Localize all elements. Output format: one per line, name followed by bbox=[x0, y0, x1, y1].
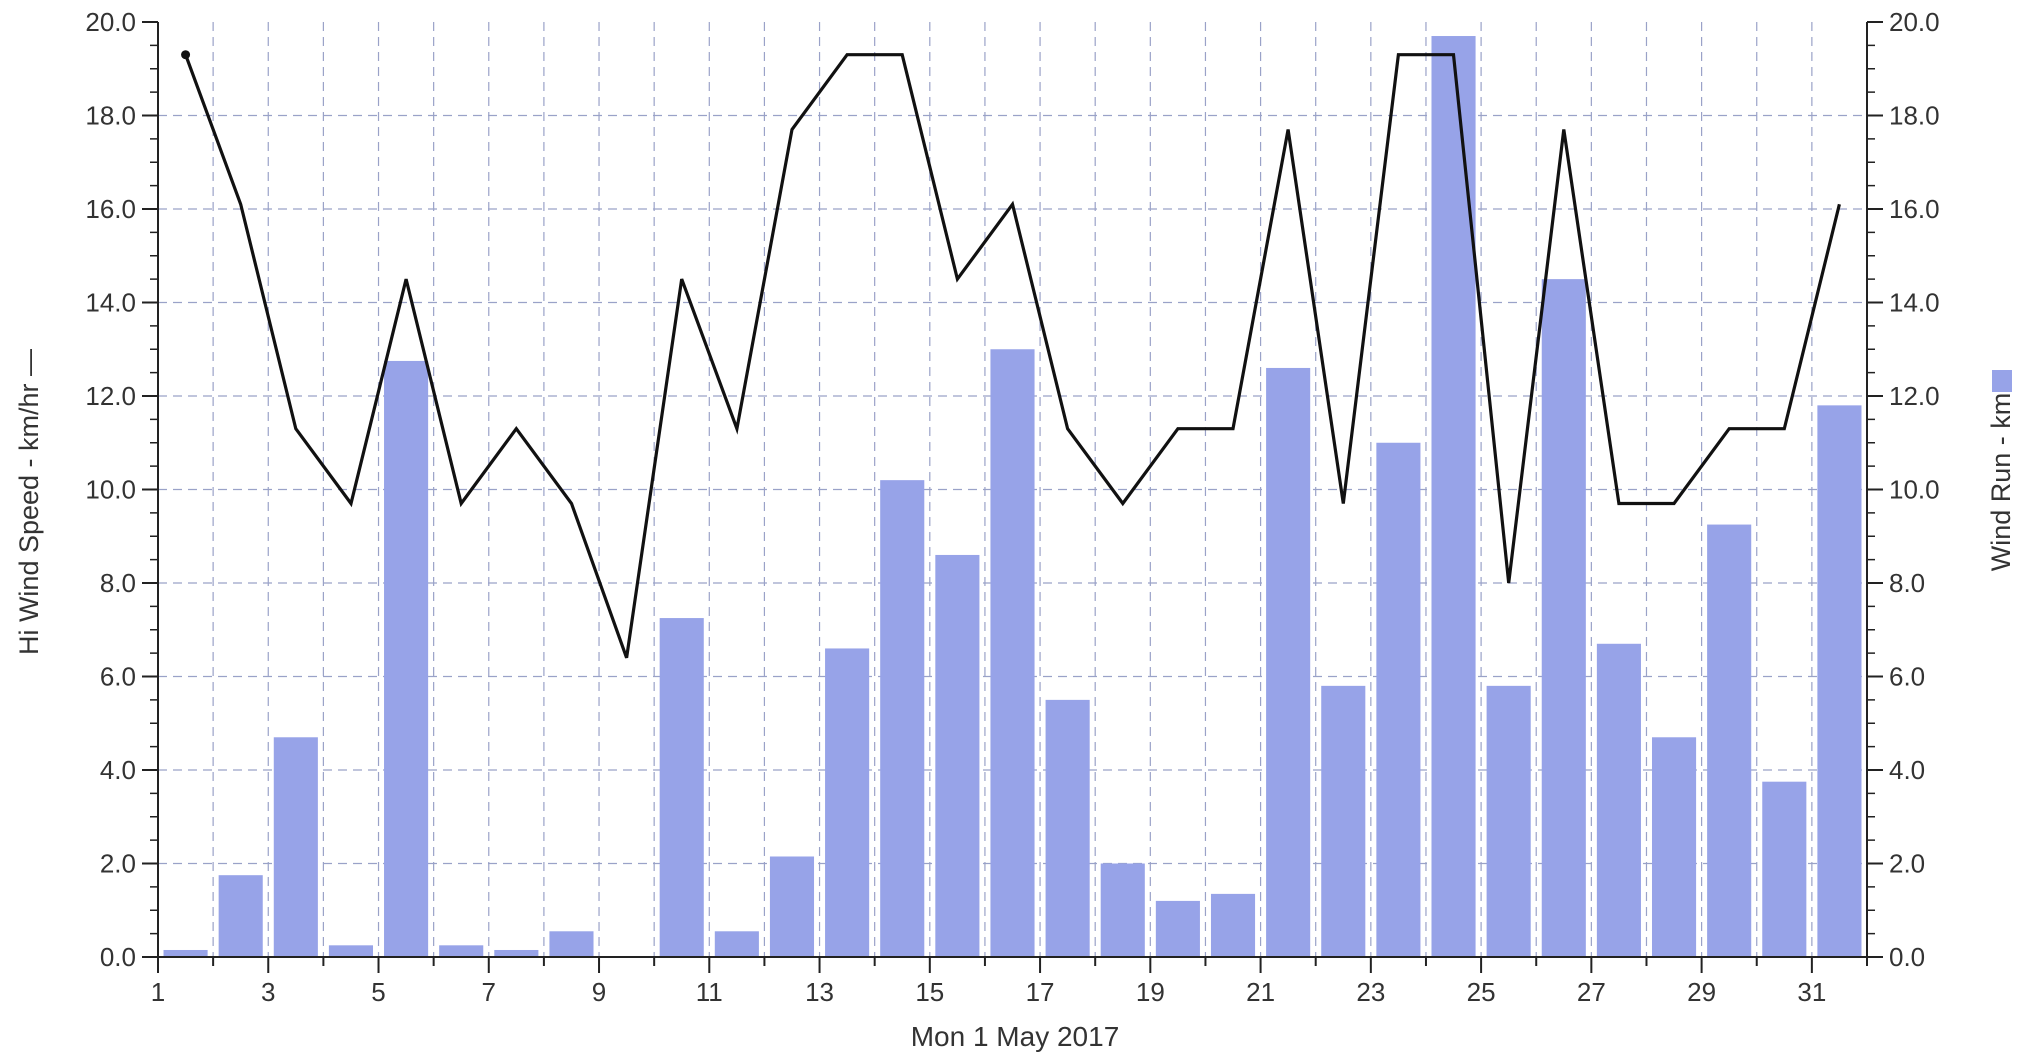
bar-day-15 bbox=[935, 554, 980, 957]
x-tick-label: 7 bbox=[482, 977, 496, 1007]
y-tick-label-right: 6.0 bbox=[1889, 662, 1925, 692]
x-tick-label: 23 bbox=[1356, 977, 1385, 1007]
bar-day-14 bbox=[880, 480, 925, 957]
bar-day-4 bbox=[328, 945, 374, 957]
grid-layer bbox=[158, 22, 1867, 957]
y-tick-label-right: 0.0 bbox=[1889, 942, 1925, 972]
x-tick-label: 27 bbox=[1577, 977, 1606, 1007]
bar-day-18 bbox=[1100, 863, 1145, 957]
bar-day-11 bbox=[714, 931, 759, 957]
y-tick-label-left: 10.0 bbox=[85, 475, 136, 505]
x-tick-label: 25 bbox=[1467, 977, 1496, 1007]
bar-layer bbox=[163, 36, 1862, 958]
label-layer: Mon 1 May 2017 Hi Wind Speed - km/hr — W… bbox=[14, 349, 2016, 1052]
x-tick-label: 5 bbox=[371, 977, 385, 1007]
y-tick-label-left: 12.0 bbox=[85, 381, 136, 411]
bar-day-19 bbox=[1155, 900, 1200, 957]
y-tick-label-left: 14.0 bbox=[85, 288, 136, 318]
y-axis-title-right: Wind Run - km bbox=[1986, 393, 2016, 572]
bar-day-23 bbox=[1376, 442, 1421, 957]
bar-day-1 bbox=[163, 949, 208, 957]
y-tick-label-left: 20.0 bbox=[85, 7, 136, 37]
x-tick-label: 3 bbox=[261, 977, 275, 1007]
y-tick-label-left: 18.0 bbox=[85, 101, 136, 131]
y-tick-label-right: 4.0 bbox=[1889, 755, 1925, 785]
x-tick-label: 17 bbox=[1026, 977, 1055, 1007]
y-tick-label-left: 8.0 bbox=[100, 568, 136, 598]
x-tick-label: 13 bbox=[805, 977, 834, 1007]
bar-day-8 bbox=[549, 931, 594, 957]
bar-day-7 bbox=[494, 949, 539, 957]
y-tick-label-right: 2.0 bbox=[1889, 849, 1925, 879]
bar-day-5 bbox=[384, 360, 429, 957]
bar-day-24 bbox=[1431, 36, 1476, 957]
y-axis-title-left: Hi Wind Speed - km/hr — bbox=[14, 349, 44, 655]
bar-day-30 bbox=[1762, 781, 1807, 957]
x-axis-title: Mon 1 May 2017 bbox=[911, 1021, 1120, 1052]
x-tick-label: 9 bbox=[592, 977, 606, 1007]
bar-day-12 bbox=[769, 856, 815, 957]
bar-day-21 bbox=[1266, 367, 1311, 957]
y-tick-label-right: 20.0 bbox=[1889, 7, 1940, 37]
bar-day-28 bbox=[1651, 737, 1697, 957]
x-tick-label: 11 bbox=[696, 977, 723, 1007]
bar-day-13 bbox=[825, 648, 870, 957]
bar-day-27 bbox=[1596, 643, 1641, 957]
bar-day-10 bbox=[659, 618, 704, 957]
line-layer bbox=[181, 50, 1841, 659]
y-tick-label-right: 8.0 bbox=[1889, 568, 1925, 598]
y-tick-label-left: 0.0 bbox=[100, 942, 136, 972]
y-tick-label-right: 16.0 bbox=[1889, 194, 1940, 224]
bar-day-20 bbox=[1210, 893, 1256, 957]
y-tick-label-right: 18.0 bbox=[1889, 101, 1940, 131]
x-tick-label: 31 bbox=[1797, 977, 1826, 1007]
bar-day-6 bbox=[439, 945, 484, 957]
bar-day-17 bbox=[1045, 699, 1090, 957]
bar-day-29 bbox=[1707, 524, 1752, 957]
x-tick-label: 29 bbox=[1687, 977, 1716, 1007]
wind-speed-line bbox=[184, 53, 1841, 659]
y-tick-label-left: 16.0 bbox=[85, 194, 136, 224]
y-tick-label-right: 12.0 bbox=[1889, 381, 1940, 411]
bar-day-16 bbox=[990, 349, 1035, 957]
bar-day-26 bbox=[1541, 279, 1586, 957]
y-tick-label-left: 6.0 bbox=[100, 662, 136, 692]
y-tick-label-right: 10.0 bbox=[1889, 475, 1940, 505]
bar-day-25 bbox=[1486, 685, 1531, 957]
bar-day-3 bbox=[273, 737, 318, 957]
x-tick-label: 19 bbox=[1136, 977, 1165, 1007]
y-tick-label-left: 4.0 bbox=[100, 755, 136, 785]
bar-day-22 bbox=[1321, 685, 1366, 957]
x-tick-label: 15 bbox=[915, 977, 944, 1007]
y-tick-label-left: 2.0 bbox=[100, 849, 136, 879]
axis-layer: 0.0 0.02.0 2.04.0 4.06.0 6.08.0 8.010.0 10.012… bbox=[85, 7, 1939, 1007]
legend-bar-swatch bbox=[1992, 370, 2012, 392]
bar-day-31 bbox=[1817, 405, 1862, 958]
wind-speed-start-point bbox=[181, 50, 191, 60]
y-tick-label-right: 14.0 bbox=[1889, 288, 1940, 318]
bar-day-2 bbox=[218, 875, 263, 957]
x-tick-label: 21 bbox=[1246, 977, 1275, 1007]
x-tick-label: 1 bbox=[151, 977, 165, 1007]
